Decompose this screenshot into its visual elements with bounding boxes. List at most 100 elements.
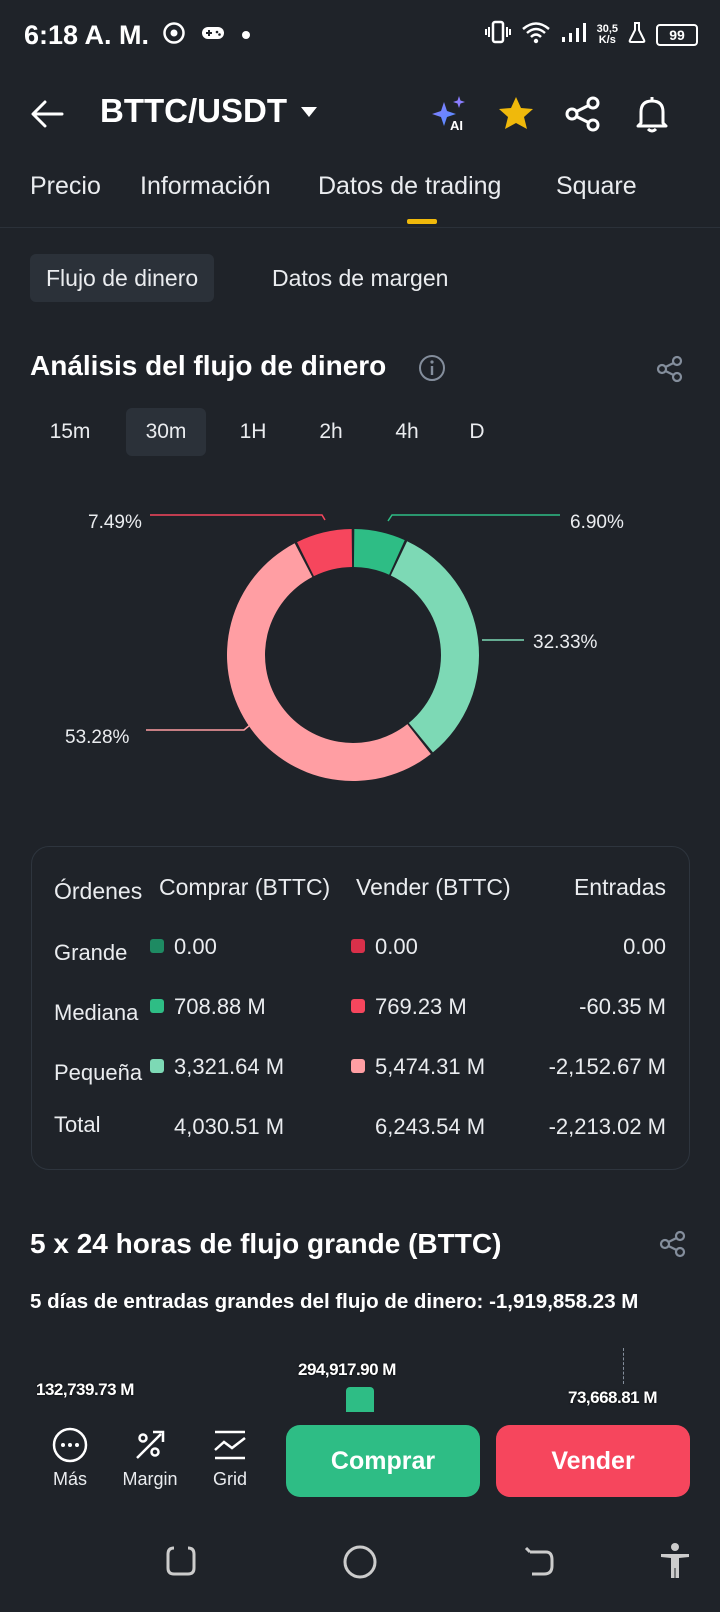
row-label-grande: Grande — [54, 940, 128, 965]
timeframe-30m[interactable]: 30m — [126, 408, 206, 456]
notification-dot-icon — [241, 27, 251, 45]
cell-sell-grande: 0.00 — [351, 934, 418, 960]
gamepad-icon — [201, 24, 225, 47]
cell-inflow-mediana: -60.35 M — [579, 994, 666, 1019]
donut-slice-3 — [297, 529, 353, 577]
bar-large-inflow — [346, 1387, 374, 1413]
bar-value-label: 132,739.73 M — [36, 1380, 134, 1399]
vibrate-icon — [484, 20, 511, 49]
timeframe-d[interactable]: D — [469, 420, 485, 443]
system-nav-bar — [0, 1522, 720, 1612]
more-button[interactable]: Más — [30, 1426, 110, 1490]
cell-inflow-grande: 0.00 — [623, 934, 666, 959]
row-label-total: Total — [54, 1112, 101, 1137]
chrome-icon — [163, 22, 185, 49]
status-icons-left — [163, 22, 251, 49]
header-orders: Órdenes — [54, 878, 143, 904]
tab-square[interactable]: Square — [556, 172, 637, 200]
star-favorite-icon[interactable] — [496, 94, 536, 134]
cell-buy-pequena: 3,321.64 M — [150, 1054, 284, 1080]
donut-slice-0 — [353, 529, 405, 575]
buy-button[interactable]: Comprar — [286, 1425, 480, 1497]
tab-precio[interactable]: Precio — [30, 172, 101, 200]
cell-buy-mediana-value: 708.88 M — [174, 994, 266, 1019]
header-inflow: Entradas — [573, 874, 666, 900]
tab-informacion[interactable]: Información — [140, 172, 271, 200]
net-speed-value: 30,5 — [596, 22, 618, 35]
cell-buy-pequena-value: 3,321.64 M — [174, 1054, 285, 1079]
more-label: Más — [52, 1469, 87, 1489]
status-time: 6:18 A. M. — [24, 20, 150, 50]
money-flow-donut-chart — [227, 529, 480, 781]
subtab-datos-de-margen[interactable]: Datos de margen — [272, 265, 449, 291]
timeframe-2h[interactable]: 2h — [319, 420, 343, 443]
donut-slice-1 — [390, 541, 480, 753]
cell-inflow-pequena: -2,152.67 M — [548, 1054, 666, 1079]
donut-leader-lines — [146, 514, 560, 731]
cell-buy-grande: 0.00 — [150, 934, 217, 960]
cell-buy-grande-value: 0.00 — [174, 934, 217, 959]
signal-icon — [561, 21, 587, 48]
legend-swatch — [150, 1059, 164, 1073]
accessibility-icon[interactable] — [658, 1542, 692, 1585]
recents-icon[interactable] — [164, 1544, 198, 1583]
header-buy: Comprar (BTTC) — [159, 874, 331, 900]
legend-swatch — [351, 1059, 365, 1073]
legend-swatch — [150, 939, 164, 953]
info-icon[interactable] — [418, 354, 446, 387]
legend-swatch — [351, 999, 365, 1013]
tab-datos-de-trading[interactable]: Datos de trading — [318, 172, 502, 200]
header-sell: Vender (BTTC) — [356, 874, 511, 900]
share-large-flow-icon[interactable] — [658, 1229, 688, 1264]
ai-sparkle-icon[interactable]: AI — [430, 94, 470, 134]
net-speed: 30,5 K/s — [596, 22, 618, 46]
caret-down-icon[interactable] — [300, 105, 318, 123]
cell-sell-mediana: 769.23 M — [351, 994, 467, 1020]
back-arrow-icon[interactable] — [30, 96, 66, 132]
margin-button[interactable]: Margin — [110, 1426, 190, 1490]
status-bar: 6:18 A. M. 30,5 K/s 99 — [0, 0, 720, 72]
share-icon[interactable] — [563, 94, 603, 134]
slice-label-sell-small: 53.28% — [65, 727, 130, 748]
sell-button[interactable]: Vender — [496, 1425, 690, 1497]
active-tab-indicator — [407, 219, 437, 224]
cell-sell-pequena: 5,474.31 M — [351, 1054, 485, 1080]
timeframe-4h[interactable]: 4h — [395, 420, 419, 443]
cell-sell-total: 6,243.54 M — [375, 1114, 486, 1139]
row-label-pequena: Pequeña — [54, 1060, 143, 1085]
money-flow-table-card — [31, 846, 690, 1170]
home-icon[interactable] — [342, 1544, 378, 1585]
donut-slice-2 — [227, 543, 431, 781]
subtab-flujo-de-dinero[interactable]: Flujo de dinero — [30, 254, 215, 302]
net-speed-unit: K/s — [598, 33, 616, 46]
wifi-icon — [521, 20, 551, 49]
margin-percent-icon — [136, 1430, 165, 1459]
margin-label: Margin — [122, 1469, 178, 1489]
flask-icon — [628, 21, 646, 48]
timeframe-1h[interactable]: 1H — [239, 420, 267, 443]
cell-buy-total: 4,030.51 M — [174, 1114, 285, 1139]
legend-swatch — [150, 999, 164, 1013]
grid-trading-icon — [214, 1430, 246, 1460]
cell-sell-grande-value: 0.00 — [375, 934, 418, 959]
cell-buy-mediana: 708.88 M — [150, 994, 266, 1020]
slice-label-buy-small: 32.33% — [533, 632, 598, 653]
bar-value-label: 294,917.90 M — [298, 1360, 396, 1379]
crosshair-line — [623, 1348, 624, 1384]
share-money-flow-icon[interactable] — [655, 354, 685, 389]
cell-sell-pequena-value: 5,474.31 M — [375, 1054, 486, 1079]
main-tabs: Precio Información Datos de trading Squa… — [0, 168, 720, 228]
back-nav-icon[interactable] — [522, 1544, 556, 1583]
grid-label: Grid — [212, 1469, 247, 1489]
more-dots-icon — [52, 1427, 88, 1463]
pair-title[interactable]: BTTC/USDT — [100, 92, 287, 129]
large-flow-title: 5 x 24 horas de flujo grande (BTTC) — [30, 1228, 502, 1259]
slice-label-sell-large: 7.49% — [88, 512, 142, 533]
timeframe-15m[interactable]: 15m — [49, 420, 91, 443]
grid-button[interactable]: Grid — [190, 1426, 270, 1490]
slice-label-buy-large: 6.90% — [570, 512, 624, 533]
large-flow-summary: 5 días de entradas grandes del flujo de … — [30, 1290, 639, 1313]
cell-inflow-total: -2,213.02 M — [548, 1114, 666, 1139]
bell-notification-icon[interactable] — [632, 94, 672, 134]
money-flow-title: Análisis del flujo de dinero — [30, 350, 387, 381]
